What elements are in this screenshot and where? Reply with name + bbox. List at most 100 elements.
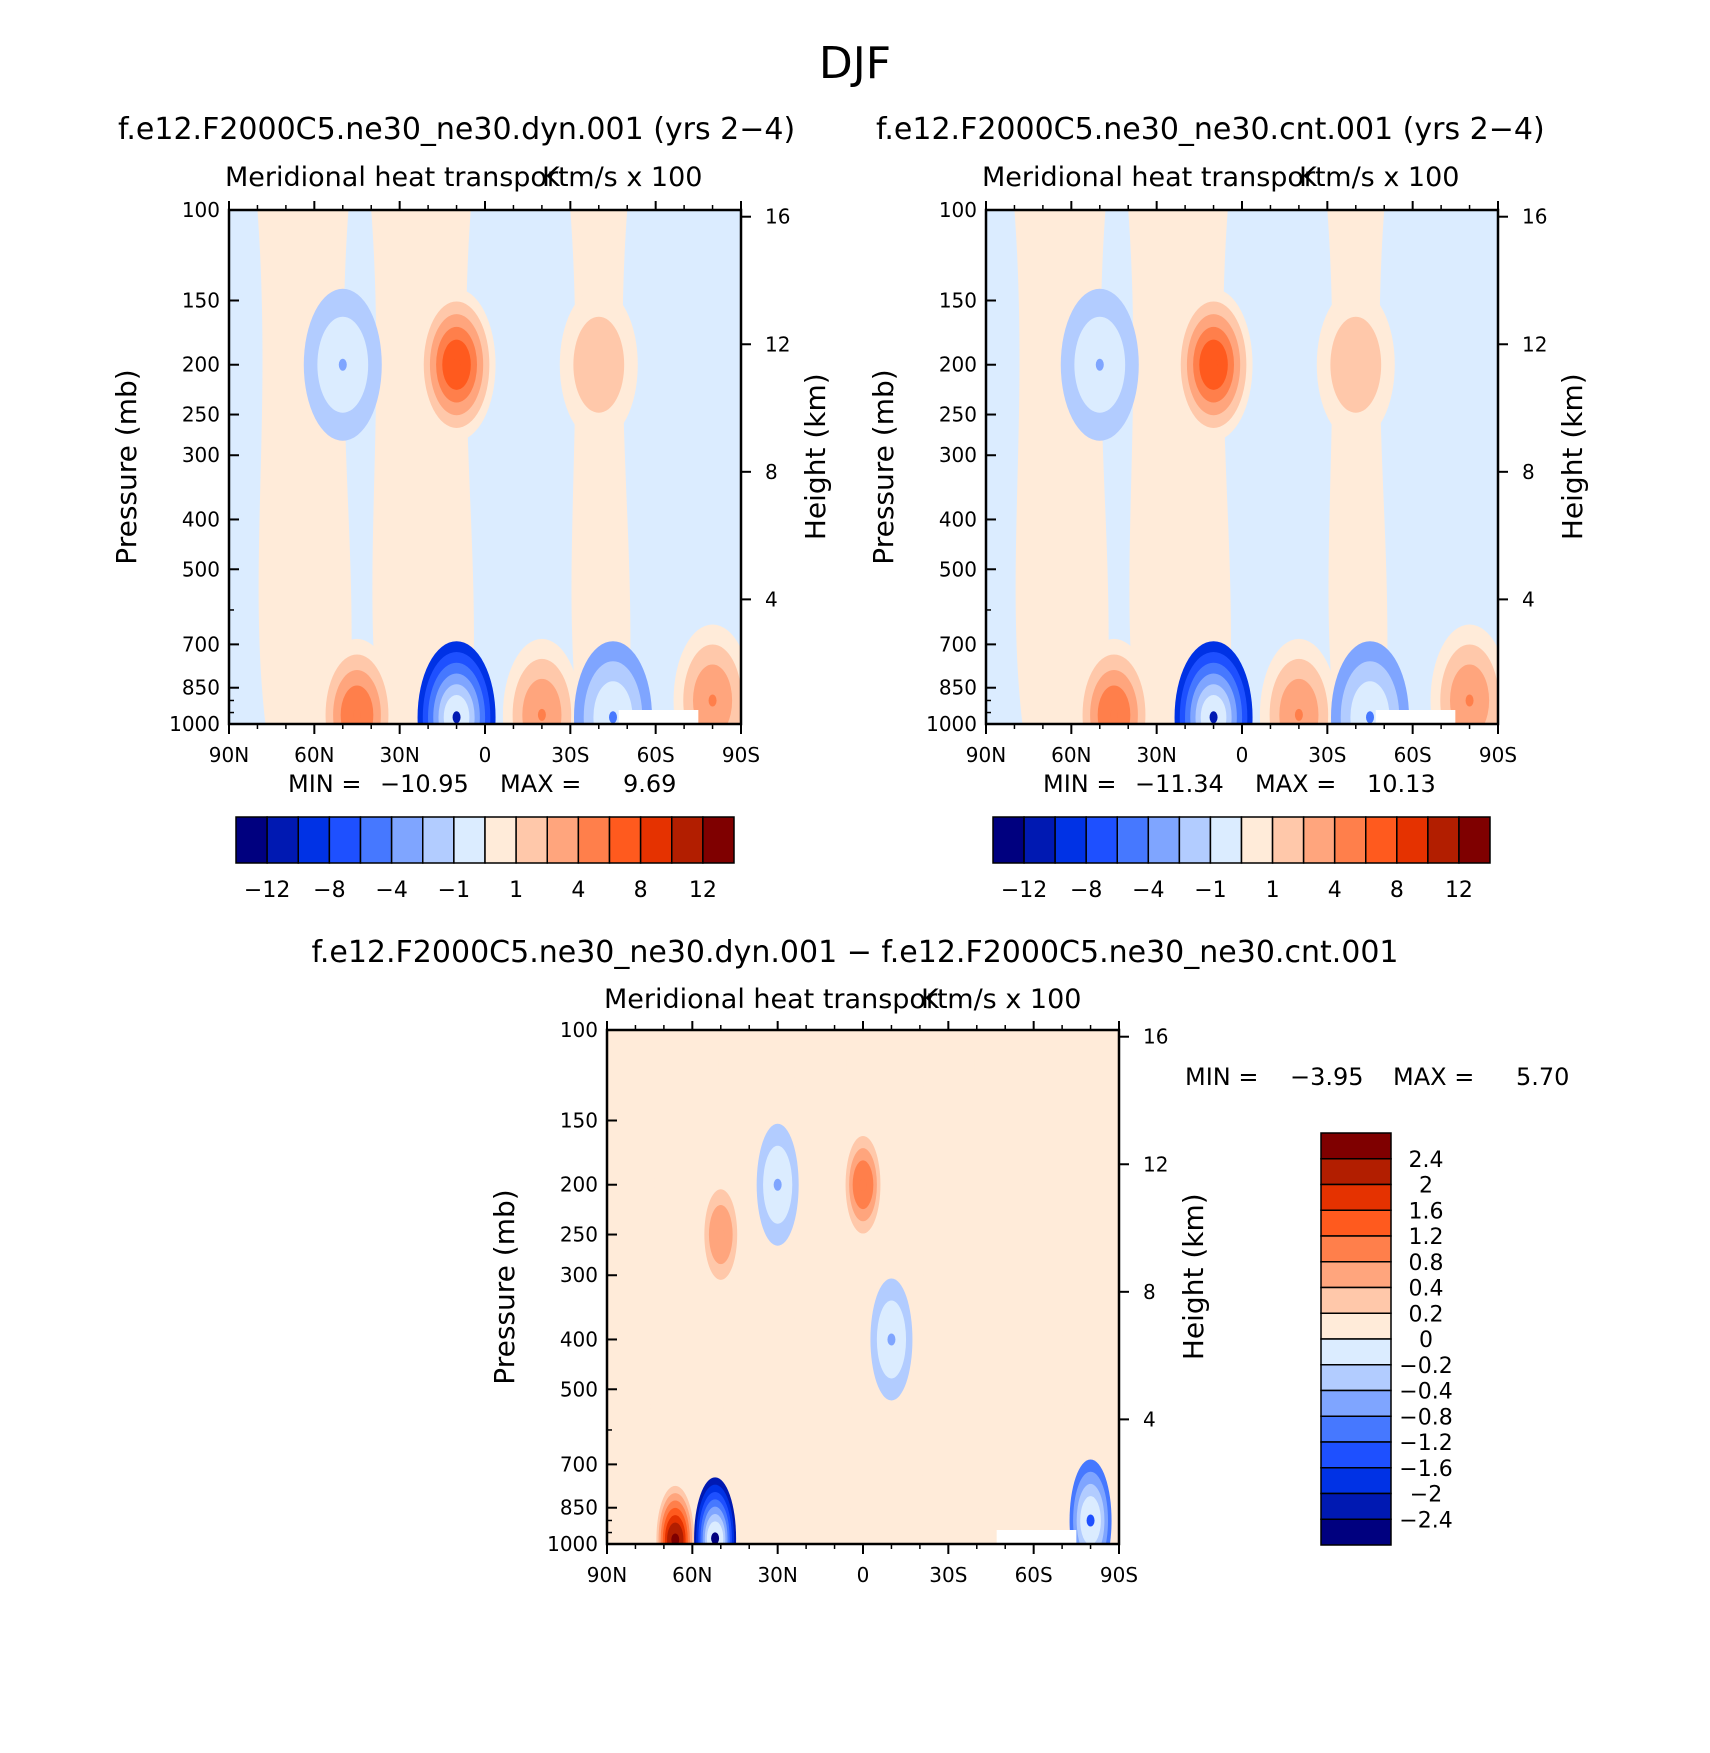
x-tick-label: 90N: [209, 743, 249, 767]
panel-tr-plot: 100 150 200 250 300 400 500 700 850 1000 16 12 8 4 90N…: [867, 198, 1589, 767]
colorbar-swatch: [1023, 816, 1056, 864]
top-left-max-label: MAX =: [500, 770, 582, 798]
y-tick-label: 250: [182, 403, 220, 427]
colorbar-swatch: [1085, 816, 1118, 864]
colorbar-swatch: [702, 816, 735, 864]
colorbar-swatch: [266, 816, 299, 864]
y-tick-label: 500: [939, 557, 977, 581]
contour-fill: [1279, 678, 1319, 724]
top-left-min-label: MIN =: [288, 770, 362, 798]
top-right-min-label: MIN =: [1043, 770, 1117, 798]
contour-core: [773, 1178, 782, 1191]
y-tick-label: 100: [939, 198, 977, 222]
x-tick-label: 60S: [1394, 743, 1432, 767]
contour-core: [1086, 1514, 1095, 1527]
colorbar-swatch: [1320, 1467, 1392, 1495]
y2-tick-label: 8: [1522, 460, 1535, 484]
contour-core: [708, 694, 717, 707]
top-left-variable-label: Meridional heat transport: [225, 162, 569, 193]
x-tick-label: 30N: [757, 1563, 797, 1587]
contour-core: [859, 1178, 867, 1191]
colorbar-swatch: [1240, 816, 1274, 864]
colorbar-tr: −12 −8 −4 −1 1 4 8 12: [992, 816, 1491, 903]
y-tick-label: 300: [939, 443, 977, 467]
colorbar-swatch: [297, 816, 331, 864]
colorbar-swatch: [639, 816, 673, 864]
contour-core: [1209, 711, 1218, 724]
colorbar-label: 0.4: [1409, 1277, 1444, 1302]
y2-tick-label: 8: [765, 460, 778, 484]
difference-run-title: f.e12.F2000C5.ne30_ne30.dyn.001 − f.e12.…: [311, 935, 1399, 970]
colorbar-swatch: [1320, 1338, 1392, 1366]
y-tick-label: 300: [560, 1263, 598, 1287]
colorbar-swatch: [1320, 1492, 1392, 1520]
x-tick-label: 30N: [1136, 743, 1176, 767]
positive-band: [1019, 1030, 1066, 1544]
colorbar-label: −1: [1194, 878, 1226, 903]
colorbar-swatch: [1320, 1286, 1392, 1314]
colorbar-label: 1.2: [1409, 1225, 1444, 1250]
contour-core: [452, 358, 461, 371]
colorbar-swatch: [1302, 816, 1336, 864]
colorbar-tl: −12 −8 −4 −1 1 4 8 12: [235, 816, 735, 903]
contour-core: [353, 708, 361, 721]
colorbar-label: −12: [1001, 878, 1047, 903]
colorbar-label: −0.4: [1399, 1380, 1452, 1405]
colorbar-label: −1.6: [1399, 1457, 1452, 1482]
contour-core: [1294, 708, 1303, 721]
top-right-units-label: K m/s x 100: [1299, 162, 1460, 193]
contour-core: [1351, 358, 1360, 371]
top-right-variable-label: Meridional heat transport: [982, 162, 1326, 193]
y-tick-label: 1000: [169, 712, 220, 736]
contour-fill: [522, 678, 562, 724]
colorbar-label: 0: [1419, 1328, 1433, 1353]
colorbar-label: 1.6: [1409, 1199, 1444, 1224]
x-tick-label: 60N: [294, 743, 334, 767]
colorbar-label: 1: [1266, 878, 1280, 903]
x-tick-label: 90N: [966, 743, 1006, 767]
colorbar-label: −4: [1132, 878, 1164, 903]
contour-core: [338, 358, 347, 371]
colorbar-label: −1.2: [1399, 1431, 1452, 1456]
colorbar-swatch: [453, 816, 486, 864]
colorbar-swatch: [1396, 816, 1429, 864]
y-tick-label: 700: [560, 1452, 598, 1476]
contour-fill: [1097, 685, 1131, 724]
contour-fill: [340, 685, 374, 724]
contour-core: [1095, 358, 1104, 371]
colorbar-swatch: [1054, 816, 1087, 864]
colorbar-bottom: 2.421.61.20.80.40.20−0.2−0.4−0.8−1.2−1.6…: [1320, 1132, 1453, 1546]
colorbar-swatch: [1320, 1518, 1392, 1546]
colorbar-swatch: [992, 816, 1025, 864]
y-tick-label: 200: [939, 353, 977, 377]
y-tick-label: 200: [182, 353, 220, 377]
colorbar-label: 0.8: [1409, 1251, 1444, 1276]
colorbar-label: −8: [1070, 878, 1102, 903]
top-right-run-title: f.e12.F2000C5.ne30_ne30.cnt.001 (yrs 2−4…: [876, 112, 1545, 147]
colorbar-label: 4: [571, 878, 585, 903]
y2-tick-label: 4: [1522, 587, 1535, 611]
y-tick-label: 250: [939, 403, 977, 427]
bottom-units-label: K m/s x 100: [921, 984, 1082, 1015]
y2-axis-title: Height (km): [1177, 1193, 1210, 1360]
colorbar-swatch: [1320, 1235, 1392, 1263]
contour-core: [1209, 358, 1218, 371]
y-tick-label: 700: [939, 632, 977, 656]
colorbar-label: −4: [375, 878, 407, 903]
panel-tr-field: [986, 210, 1498, 724]
positive-band: [257, 210, 352, 724]
x-tick-label: 30N: [379, 743, 419, 767]
missing-data-strip: [618, 710, 699, 724]
positive-band: [1014, 210, 1109, 724]
y-tick-label: 400: [939, 507, 977, 531]
positive-band: [649, 1030, 724, 1544]
colorbar-swatch: [1427, 816, 1460, 864]
bottom-max-label: MAX =: [1393, 1063, 1475, 1091]
bottom-max-value: 5.70: [1516, 1063, 1570, 1091]
positive-band: [791, 1030, 852, 1544]
colorbar-swatch: [608, 816, 642, 864]
y-tick-label: 400: [182, 507, 220, 531]
colorbar-swatch: [1320, 1183, 1392, 1211]
colorbar-swatch: [1320, 1261, 1392, 1289]
